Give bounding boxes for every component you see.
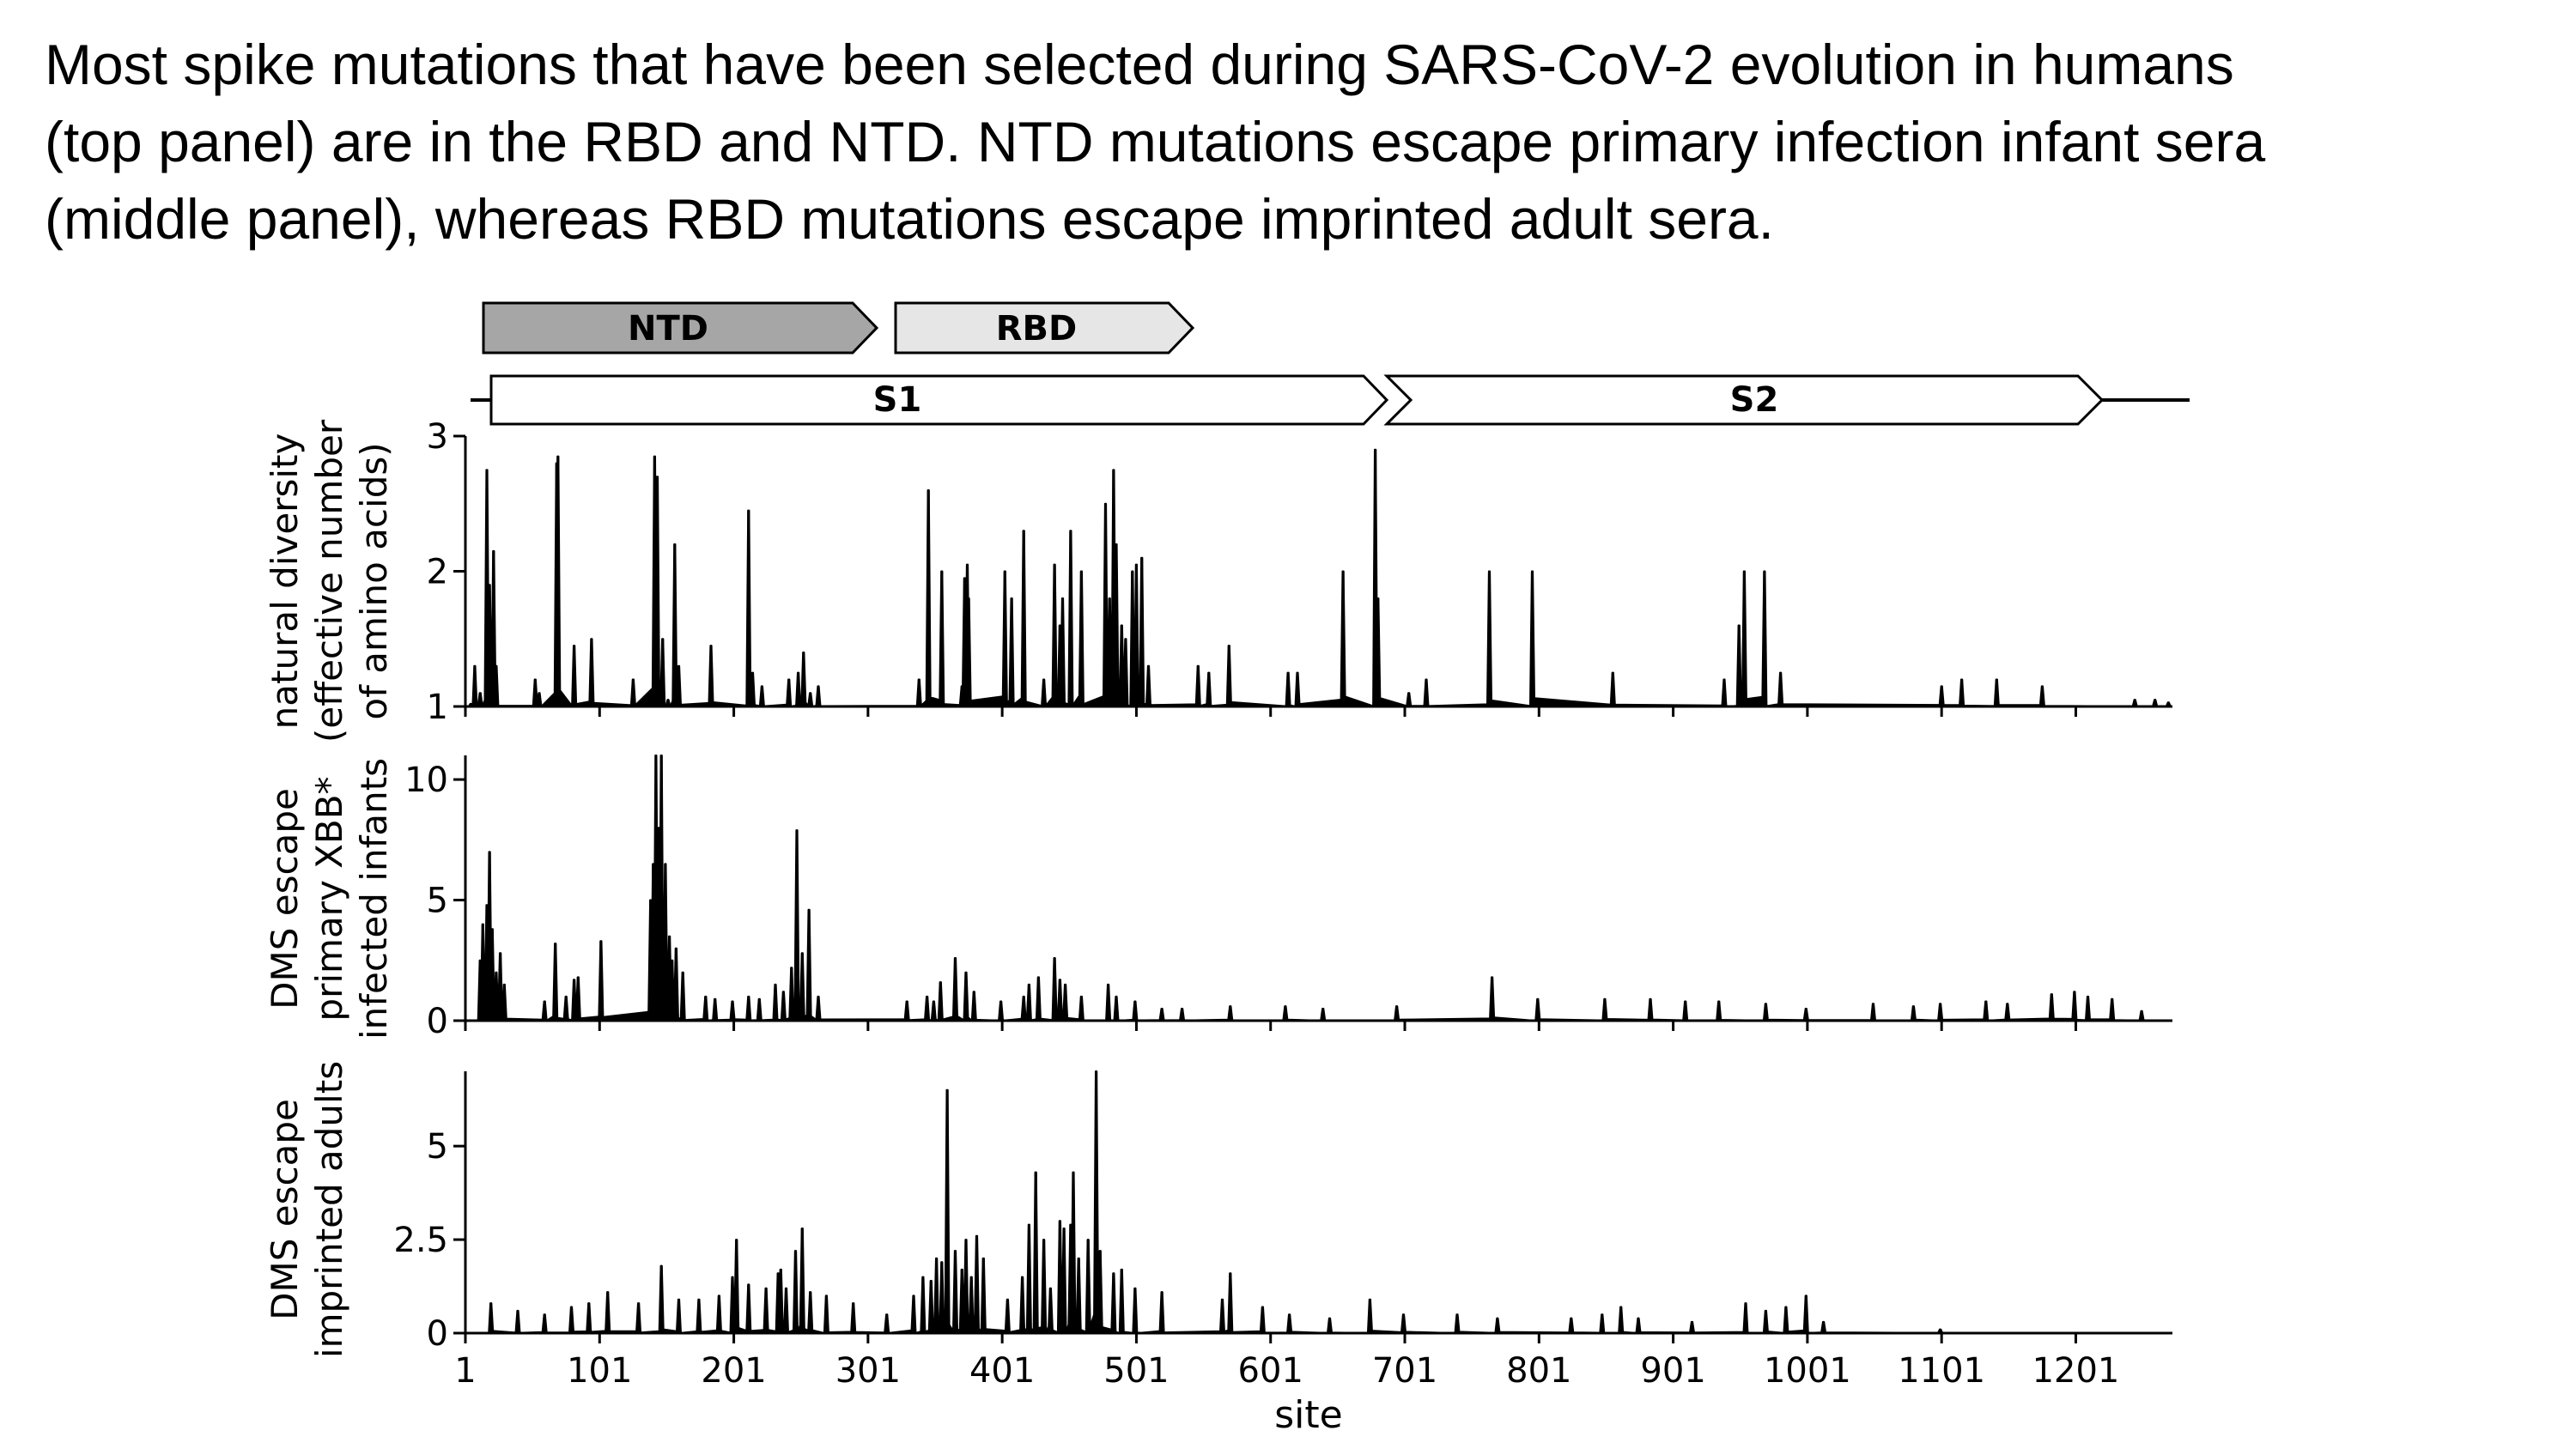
ylabel-line-2: imprinted adults: [308, 1061, 350, 1358]
y-tick-label: 1: [427, 688, 448, 727]
x-axis: 1 101 201 301 401 501 601 701 801 901 1001 1101 1201: [454, 1351, 2119, 1391]
panel-dms-infants: DMS escape primary XBB* infected infants…: [264, 755, 2172, 1041]
caption-line-2: (top panel) are in the RBD and NTD. NTD …: [45, 110, 2266, 173]
x-tick-label: 601: [1238, 1351, 1303, 1391]
x-tick-label: 1101: [1898, 1351, 1985, 1391]
series-trace: [465, 448, 2172, 707]
series-trace: [465, 1070, 2156, 1334]
s2-domain-label: S2: [1730, 380, 1779, 420]
x-axis-label: site: [1274, 1393, 1342, 1437]
rbd-domain-arrow: [894, 301, 1195, 355]
x-tick-label: 901: [1640, 1351, 1705, 1391]
y-tick-label: 2: [427, 553, 448, 592]
ylabel-line-2: primary XBB*: [308, 776, 350, 1021]
dms-adults-y-label: DMS escape imprinted adults: [264, 1061, 350, 1358]
x-tick-label: 101: [567, 1351, 632, 1391]
x-tick-label: 701: [1372, 1351, 1437, 1391]
ylabel-line-1: natural diversity: [264, 433, 306, 730]
panel-dms-adults: DMS escape imprinted adults 02.55: [264, 1061, 2172, 1358]
s1-domain-arrow: [489, 374, 1389, 426]
ntd-domain-arrow: [482, 301, 879, 355]
x-tick-label: 301: [835, 1351, 901, 1391]
rbd-domain-label: RBD: [996, 309, 1078, 349]
y-tick-label: 10: [404, 761, 448, 800]
s2-domain-arrow: [1383, 374, 2105, 426]
dms-adults-plot: 02.55: [393, 1070, 2172, 1354]
y-tick-label: 2.5: [393, 1221, 448, 1260]
caption-line-1: Most spike mutations that have been sele…: [45, 33, 2234, 96]
x-tick-label: 1201: [2032, 1351, 2120, 1391]
ylabel-line-3: of amino acids): [353, 442, 395, 719]
ylabel-line-1: DMS escape: [264, 1099, 306, 1320]
natural-diversity-y-label: natural diversity (effective number of a…: [264, 419, 395, 743]
x-tick-label: 1: [454, 1351, 476, 1391]
y-tick-label: 5: [427, 882, 448, 921]
s1-domain-label: S1: [873, 380, 922, 420]
y-tick-label: 0: [427, 1314, 448, 1354]
x-tick-label: 201: [701, 1351, 766, 1391]
y-tick-label: 5: [427, 1127, 448, 1167]
ylabel-line-3: infected infants: [353, 758, 395, 1040]
ylabel-line-1: DMS escape: [264, 788, 306, 1009]
dms-infants-y-label: DMS escape primary XBB* infected infants: [264, 758, 395, 1040]
ylabel-line-2: (effective number: [308, 419, 350, 743]
dms-infants-plot: 0 5 10: [404, 755, 2172, 1041]
y-tick-label: 0: [427, 1002, 448, 1041]
x-tick-label: 501: [1103, 1351, 1169, 1391]
caption: Most spike mutations that have been sele…: [45, 26, 2535, 258]
natural-diversity-plot: 1 2 3: [427, 417, 2172, 727]
panel-natural-diversity: natural diversity (effective number of a…: [264, 417, 2172, 743]
ntd-domain-label: NTD: [628, 309, 708, 349]
caption-line-3: (middle panel), whereas RBD mutations es…: [45, 187, 1774, 251]
x-tick-label: 801: [1506, 1351, 1571, 1391]
x-tick-label: 401: [969, 1351, 1035, 1391]
y-tick-label: 3: [427, 417, 448, 457]
domain-bar: NTD RBD S1 S2: [471, 301, 2190, 426]
series-trace: [465, 755, 2156, 1022]
x-tick-label: 1001: [1764, 1351, 1851, 1391]
